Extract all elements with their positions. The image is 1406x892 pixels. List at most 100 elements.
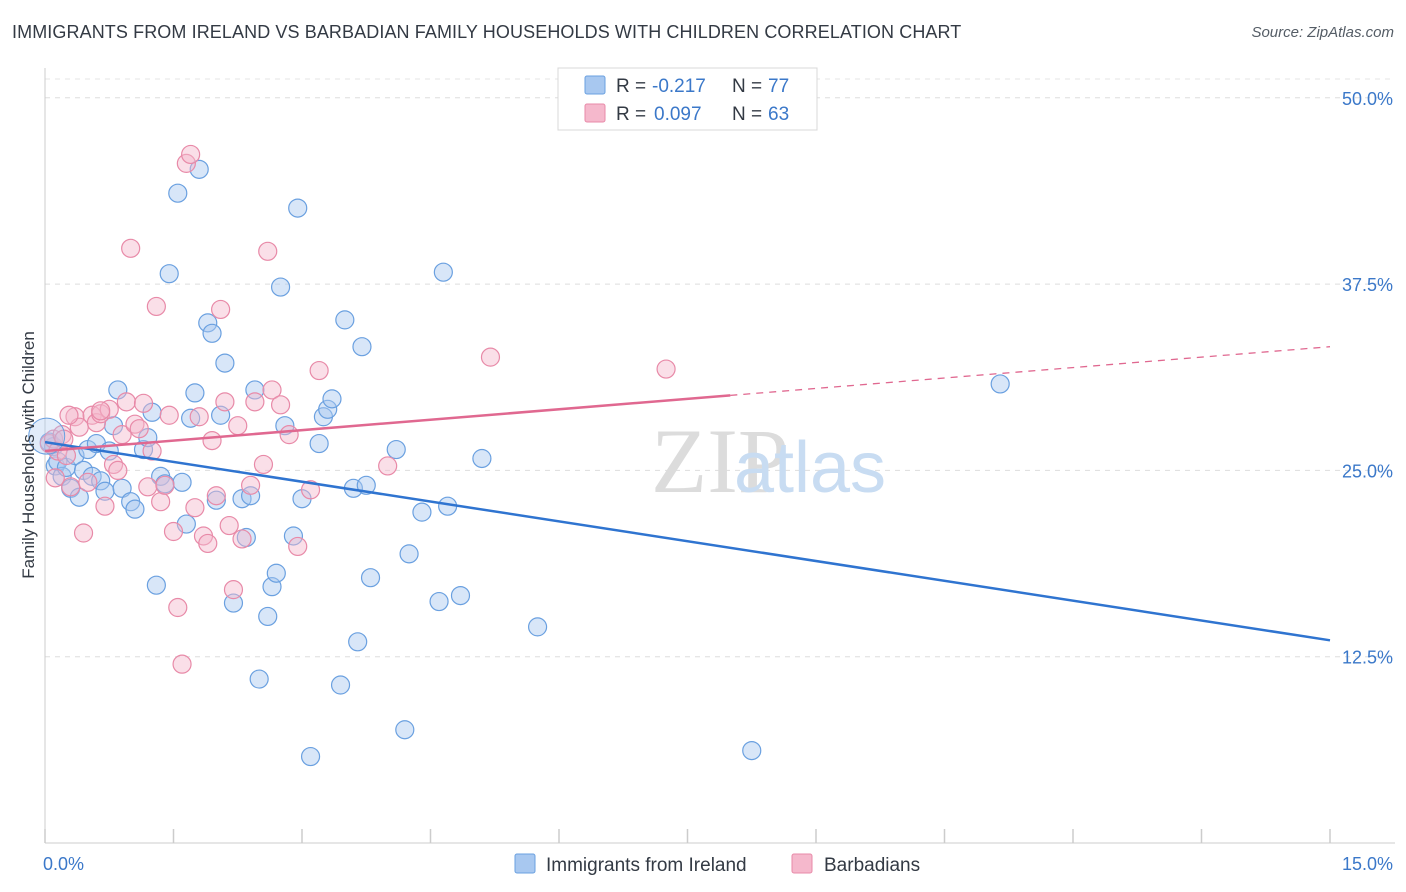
stats-legend: R = -0.217 N = 77 R = 0.097 N = 63 [557,67,818,131]
point-ireland [202,323,222,343]
series-legend-ireland: Immigrants from Ireland [546,855,747,876]
point-ireland [223,593,244,613]
legend-n-label: N = [732,76,762,97]
point-barbadians [45,468,65,488]
point-barbadians [151,492,171,512]
source-label: Source: ZipAtlas.com [1251,24,1394,41]
point-barbadians [219,515,239,536]
point-barbadians [202,430,222,451]
point-barbadians [262,380,282,400]
point-barbadians [232,529,252,549]
point-ireland [185,383,205,403]
point-barbadians [73,523,94,543]
axes [44,68,1395,844]
point-ireland [309,433,329,454]
point-barbadians [211,299,231,320]
legend-n-label: N = [732,104,762,125]
point-barbadians [155,475,175,495]
point-ireland [266,563,286,583]
point-ireland [168,183,188,203]
point-ireland [241,486,261,506]
point-ireland [472,448,492,469]
point-ireland [330,675,351,695]
y-axis-title: Family Households with Children [19,331,38,579]
x-tick-labels: 0.0% 15.0% [43,854,1393,874]
point-barbadians [129,419,149,439]
point-ireland [399,544,419,564]
trend-line-barbadians-extension [730,346,1331,397]
point-barbadians [168,597,188,618]
point-barbadians [95,496,115,516]
point-barbadians [279,425,299,445]
point-ireland [322,389,342,409]
x-tick-label: 0.0% [43,854,84,874]
point-ireland [288,198,308,218]
point-barbadians [78,472,98,492]
point-barbadians [206,486,226,506]
y-tick-label: 12.5% [1342,648,1393,668]
legend-r-value: 0.097 [654,104,702,125]
point-barbadians [121,238,141,258]
y-tick-label: 50.0% [1342,89,1393,109]
point-ireland [125,499,145,519]
data-points [28,144,1010,767]
point-barbadians [258,241,278,261]
point-ireland [159,264,179,284]
series-legend-swatch-ireland [514,853,536,874]
point-barbadians [309,360,329,381]
point-ireland [28,417,66,455]
point-barbadians [288,536,308,557]
point-barbadians [215,392,235,412]
point-ireland [112,478,132,498]
legend-r-label: R = [616,104,646,125]
point-barbadians [245,392,265,412]
point-barbadians [159,405,179,425]
point-ireland [412,502,432,522]
y-tick-label: 25.0% [1342,461,1393,481]
point-barbadians [65,407,85,427]
legend-n-value: 63 [768,104,789,125]
watermark-atlas: atlas [734,428,886,508]
trend-line-ireland [44,440,1331,642]
point-barbadians [480,347,501,367]
point-ireland [990,374,1010,394]
point-ireland [318,399,338,419]
point-barbadians [108,460,128,481]
point-barbadians [198,533,218,554]
point-barbadians [270,395,291,415]
series-legend-barbadians: Barbadians [824,855,920,876]
watermark-zip: ZIP [651,410,789,512]
point-ireland [146,575,166,595]
point-barbadians [656,359,676,379]
chart-title: IMMIGRANTS FROM IRELAND VS BARBADIAN FAM… [12,22,962,42]
legend-swatch-barbadians [584,103,606,123]
point-ireland [386,439,406,460]
point-barbadians [253,454,274,475]
point-ireland [206,490,226,510]
point-barbadians [228,416,248,436]
point-ireland [395,720,415,740]
point-ireland [335,310,355,330]
point-barbadians [241,475,261,495]
legend-r-value: -0.217 [652,76,706,97]
point-ireland [258,606,278,627]
point-ireland [527,617,548,637]
trend-lines [44,346,1331,642]
x-tick-label: 15.0% [1342,854,1393,874]
point-ireland [249,669,269,689]
point-ireland [742,740,762,761]
point-barbadians [185,498,205,518]
point-barbadians [138,477,158,497]
legend-r-label: R = [616,76,646,97]
point-ireland [198,313,218,333]
point-barbadians [172,654,192,674]
point-barbadians [133,393,154,413]
point-barbadians [181,144,201,165]
point-ireland [283,526,304,546]
point-ireland [348,632,368,652]
point-barbadians [116,392,136,412]
point-ireland [352,337,372,357]
point-ireland [270,277,291,297]
point-ireland [450,585,471,606]
